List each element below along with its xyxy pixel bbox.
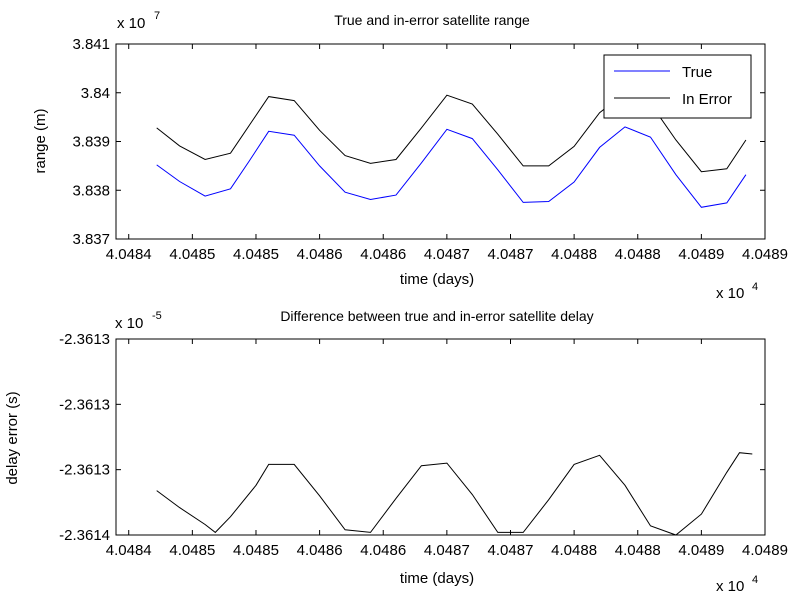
- bottom-subplot: Difference between true and in-error sat…: [4, 308, 788, 595]
- top-y-tick-label: 3.841: [72, 36, 110, 53]
- bottom-x-multiplier-exponent: 4: [752, 574, 758, 586]
- top-legend: True In Error: [603, 54, 752, 119]
- bottom-x-tick-label: 4.0488: [551, 542, 597, 559]
- bottom-x-tick-label: 4.0489: [678, 542, 724, 559]
- bottom-x-tick-label: 4.0486: [297, 542, 343, 559]
- bottom-x-tick-label: 4.0484: [106, 542, 152, 559]
- bottom-x-multiplier: x 10 4: [716, 574, 758, 595]
- top-x-multiplier: x 10 4: [716, 281, 758, 302]
- top-y-tick-label: 3.837: [72, 231, 110, 248]
- bottom-series-group: [156, 452, 753, 536]
- top-y-tick-label: 3.839: [72, 134, 110, 151]
- bottom-y-tick-label: -2.3614: [59, 527, 110, 544]
- bottom-y-axis-label: delay error (s): [4, 391, 21, 484]
- top-x-tick-label: 4.0488: [551, 246, 597, 263]
- bottom-y-multiplier-exponent: -5: [152, 310, 162, 322]
- legend-box: [603, 54, 752, 119]
- bottom-y-tick-label: -2.3613: [59, 396, 110, 413]
- bottom-y-multiplier-base: x 10: [115, 315, 143, 332]
- bottom-x-tick-label: 4.0485: [169, 542, 215, 559]
- top-x-tick-label: 4.0489: [678, 246, 724, 263]
- top-y-multiplier: x 10 7: [117, 10, 160, 32]
- top-x-tick-label: 4.0486: [297, 246, 343, 263]
- top-y-ticks: 3.837 3.838 3.839 3.84 3.841: [72, 36, 765, 248]
- legend-in-error-label: In Error: [682, 91, 732, 108]
- top-x-tick-label: 4.0487: [488, 246, 534, 263]
- bottom-x-tick-label: 4.0489: [742, 542, 788, 559]
- top-x-tick-label: 4.0485: [169, 246, 215, 263]
- bottom-y-tick-label: -2.3613: [59, 462, 110, 479]
- bottom-series-line-delay-error: [156, 452, 753, 536]
- top-x-multiplier-exponent: 4: [752, 281, 758, 293]
- top-y-tick-label: 3.838: [72, 182, 110, 199]
- top-x-tick-label: 4.0485: [233, 246, 279, 263]
- bottom-x-tick-label: 4.0485: [233, 542, 279, 559]
- bottom-x-tick-label: 4.0486: [360, 542, 406, 559]
- bottom-y-multiplier: x 10 -5: [115, 310, 162, 332]
- bottom-x-tick-label: 4.0487: [488, 542, 534, 559]
- top-x-axis-label: time (days): [400, 271, 474, 288]
- bottom-x-tick-label: 4.0487: [424, 542, 470, 559]
- bottom-chart-title: Difference between true and in-error sat…: [280, 308, 593, 324]
- top-series-line-true: [156, 126, 747, 208]
- top-y-axis-label: range (m): [32, 108, 49, 173]
- top-x-tick-label: 4.0487: [424, 246, 470, 263]
- top-x-tick-label: 4.0488: [615, 246, 661, 263]
- top-x-tick-label: 4.0484: [106, 246, 152, 263]
- top-subplot: True and in-error satellite range x 10 7…: [32, 10, 788, 302]
- bottom-x-axis-label: time (days): [400, 570, 474, 587]
- bottom-y-tick-label: -2.3613: [59, 331, 110, 348]
- top-y-multiplier-exponent: 7: [154, 10, 160, 22]
- top-x-ticks: 4.0484 4.0485 4.0485 4.0486 4.0486 4.0487 4.04…: [106, 44, 788, 263]
- bottom-y-ticks: -2.3614 -2.3613 -2.3613 -2.3613: [59, 331, 765, 544]
- top-x-tick-label: 4.0486: [360, 246, 406, 263]
- top-y-tick-label: 3.84: [81, 85, 110, 102]
- bottom-x-multiplier-base: x 10: [716, 578, 744, 595]
- top-x-multiplier-base: x 10: [716, 285, 744, 302]
- bottom-plot-frame: [115, 338, 766, 536]
- top-y-multiplier-base: x 10: [117, 15, 145, 32]
- bottom-x-tick-label: 4.0488: [615, 542, 661, 559]
- bottom-x-ticks: 4.0484 4.0485 4.0485 4.0486 4.0486 4.0487 4.04…: [106, 339, 788, 559]
- top-chart-title: True and in-error satellite range: [334, 12, 530, 28]
- top-x-tick-label: 4.0489: [742, 246, 788, 263]
- legend-true-label: True: [682, 64, 712, 81]
